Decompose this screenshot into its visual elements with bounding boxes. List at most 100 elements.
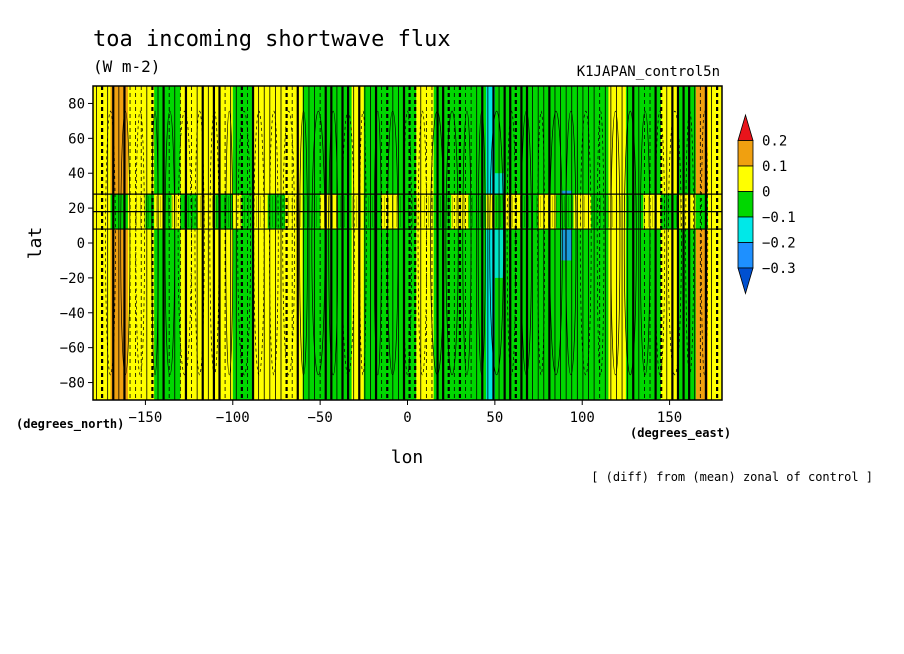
x-axis: −150 −100 −50 0 50 100 150 xyxy=(129,400,682,426)
x-tick-label: −50 xyxy=(307,410,332,426)
heat-cell xyxy=(127,86,146,400)
y-units-label: (degrees_north) xyxy=(16,417,124,432)
contour-loop xyxy=(177,110,192,376)
heat-cell xyxy=(145,86,155,400)
contour-loop xyxy=(579,110,592,376)
heat-cell xyxy=(351,86,365,400)
heat-cell xyxy=(503,86,522,400)
x-tick-label: 150 xyxy=(657,410,682,426)
contour-loop xyxy=(477,110,486,376)
colorbar-swatch xyxy=(737,216,754,243)
heat-cell xyxy=(643,86,662,400)
contour-loop xyxy=(135,110,145,376)
contour-loop xyxy=(151,110,159,376)
colorbar: 0.2 0.1 0 −0.1 −0.2 −0.3 xyxy=(737,113,796,295)
footnote: [ (diff) from (mean) zonal of control ] xyxy=(591,470,873,484)
y-tick-label: 60 xyxy=(68,131,85,147)
heat-cell xyxy=(660,86,679,400)
heat-cell xyxy=(521,86,540,400)
y-tick-label: 40 xyxy=(68,166,85,182)
contour-loop xyxy=(462,110,472,376)
contour-loop xyxy=(445,110,459,376)
contour-loop xyxy=(194,110,205,376)
heat-cell xyxy=(573,86,592,400)
y-axis-label: lat xyxy=(25,227,46,260)
x-tick-label: 0 xyxy=(403,410,411,426)
contour-loop xyxy=(120,110,131,376)
x-units-label: (degrees_east) xyxy=(630,426,731,441)
heat-cell xyxy=(285,86,304,400)
chart-subtitle: (W m-2) xyxy=(93,57,160,76)
colorbar-swatch xyxy=(737,191,754,218)
contour-loop xyxy=(489,110,504,376)
heat-cell xyxy=(538,86,557,400)
contour-loop xyxy=(417,110,427,376)
contour-loop xyxy=(373,110,382,376)
heat-cell xyxy=(180,86,199,400)
contour-loop xyxy=(282,110,295,376)
y-tick-label: −60 xyxy=(60,341,85,357)
heatmap-cells xyxy=(93,86,722,400)
contour-loop xyxy=(269,110,279,376)
contour-loop xyxy=(164,110,176,376)
colorbar-swatch xyxy=(737,113,754,141)
contour-loop xyxy=(520,110,532,376)
contour-loop xyxy=(105,110,116,376)
heat-cell xyxy=(708,86,722,400)
heat-cell xyxy=(320,86,339,400)
y-tick-label: −40 xyxy=(60,306,85,322)
colorbar-label: −0.2 xyxy=(762,236,796,252)
contour-band xyxy=(133,196,682,228)
colorbar-swatch xyxy=(737,165,754,192)
colorbar-label: 0.2 xyxy=(762,134,787,150)
colorbar-label: 0 xyxy=(762,185,770,201)
y-tick-label: −80 xyxy=(60,376,85,392)
contour-loop xyxy=(623,110,637,376)
contour-loop xyxy=(253,110,265,376)
colorbar-swatch xyxy=(737,267,754,295)
colorbar-label: −0.3 xyxy=(762,261,796,277)
colorbar-label: −0.1 xyxy=(762,210,796,226)
contour-loop xyxy=(299,110,308,376)
contour-loop xyxy=(386,110,399,376)
x-tick-label: 100 xyxy=(570,410,595,426)
x-tick-label: −150 xyxy=(129,410,163,426)
run-label: K1JAPAN_control5n xyxy=(577,64,720,80)
y-tick-label: −20 xyxy=(60,271,85,287)
y-tick-label: 20 xyxy=(68,201,85,217)
plot-area xyxy=(93,86,722,400)
y-tick-label: 80 xyxy=(68,96,85,112)
contour-loop xyxy=(403,110,412,376)
heat-cell xyxy=(398,86,417,400)
colorbar-swatch xyxy=(737,242,754,269)
heat-cell xyxy=(241,86,255,400)
heat-cell xyxy=(625,86,644,400)
heat-cell xyxy=(381,86,400,400)
contour-loop xyxy=(341,110,355,376)
contour-loop xyxy=(506,110,517,376)
heat-cell xyxy=(416,86,435,400)
x-tick-label: −100 xyxy=(216,410,250,426)
x-tick-label: 50 xyxy=(486,410,503,426)
contour-loop xyxy=(537,110,546,376)
heat-cell xyxy=(154,86,164,400)
contour-loop xyxy=(225,110,234,376)
contour-loop xyxy=(359,110,367,376)
x-axis-label: lon xyxy=(391,447,424,468)
colorbar-label: 0.1 xyxy=(762,159,787,175)
contour-loop xyxy=(654,110,666,376)
contour-loop xyxy=(596,110,605,376)
contour-loop xyxy=(639,110,651,376)
contour-loop xyxy=(209,110,220,376)
contour-loop xyxy=(311,110,326,376)
y-tick-label: 0 xyxy=(77,236,85,252)
chart-title: toa incoming shortwave flux xyxy=(93,27,451,52)
contour-loop xyxy=(430,110,445,376)
contour-loop xyxy=(610,110,621,376)
contour-loop xyxy=(685,110,695,376)
contour-loop xyxy=(328,110,339,376)
contour-loop xyxy=(237,110,251,376)
colorbar-swatch xyxy=(737,140,754,167)
contour-lines xyxy=(93,86,722,400)
